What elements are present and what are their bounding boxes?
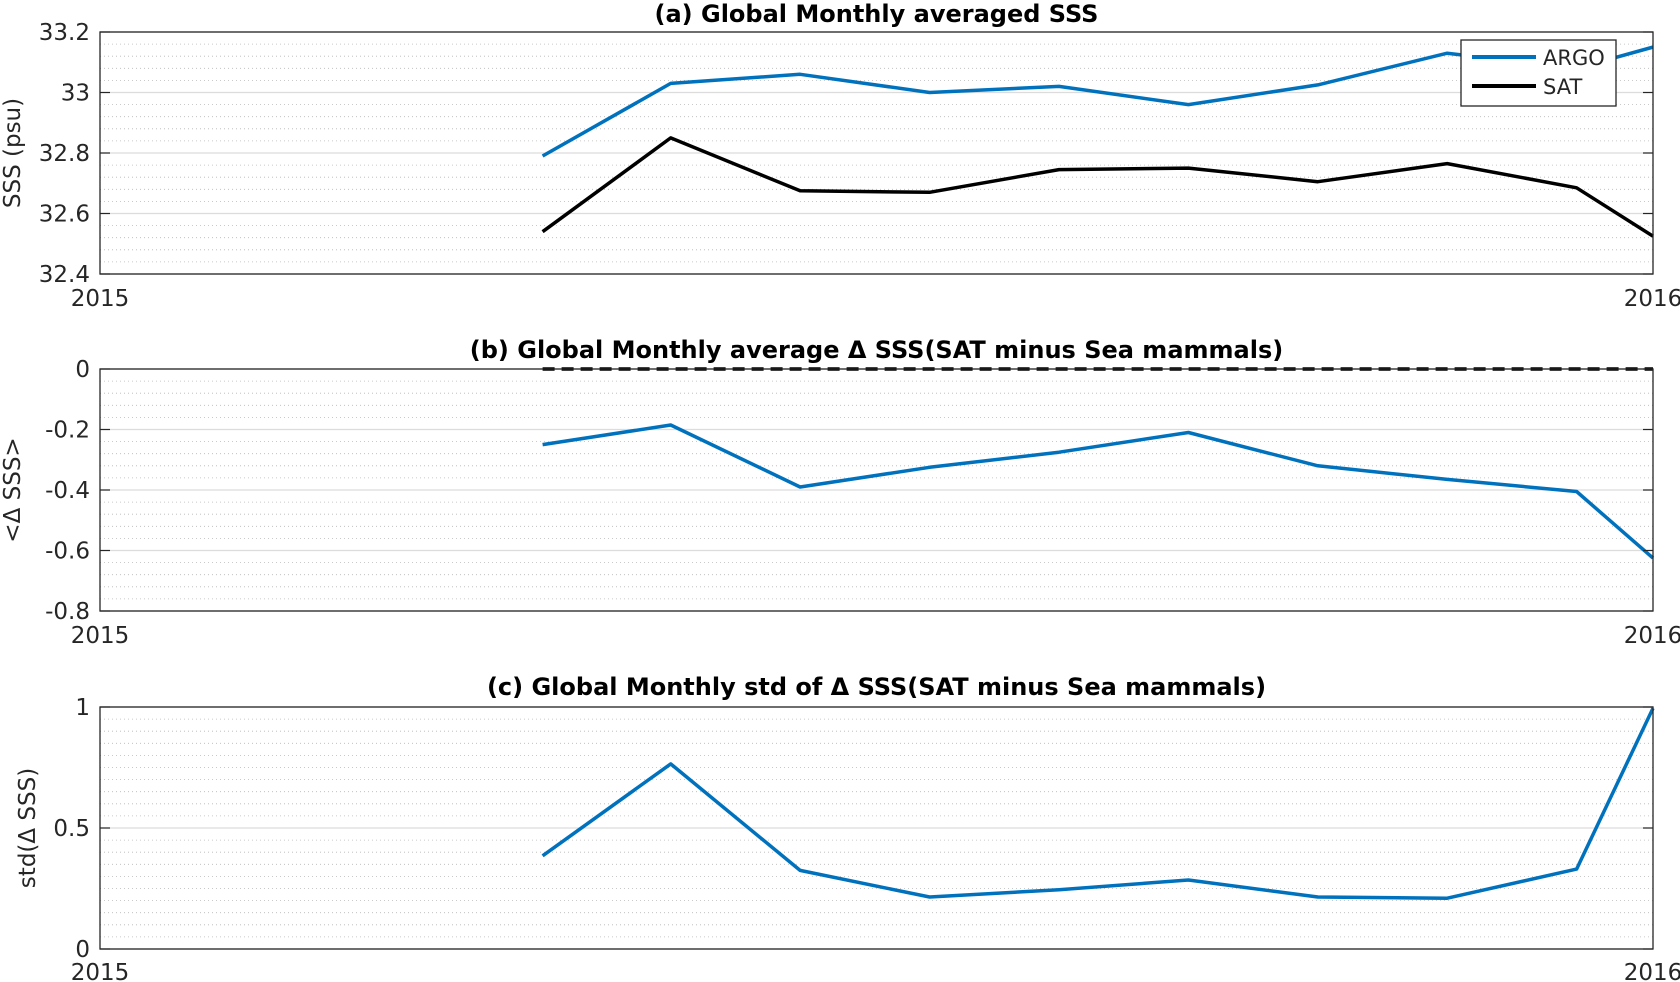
- legend-box: [1460, 39, 1617, 107]
- panel-c-ylabel: std(Δ SSS): [15, 768, 41, 888]
- y-tick-label: 33.2: [39, 20, 90, 46]
- series-line-0: [542, 423, 1655, 560]
- panel-a-xtick-end: 2016: [1624, 286, 1680, 312]
- y-tick-label: -0.4: [45, 478, 90, 504]
- panel-b-ylabel: <Δ SSS>: [0, 437, 26, 542]
- y-tick-label: -0.2: [45, 418, 90, 444]
- y-tick-label: 32.6: [39, 202, 90, 228]
- panel-c-xtick-start: 2015: [71, 960, 130, 982]
- y-tick-label: 1: [75, 695, 90, 721]
- panel-c-xtick-end: 2016: [1624, 960, 1680, 982]
- panel-a-ylabel: SSS (psu): [0, 98, 26, 208]
- y-tick-label: 0: [75, 357, 90, 383]
- panel-a-xtick-start: 2015: [71, 286, 130, 312]
- y-tick-label: 32.4: [39, 262, 90, 288]
- panel-c: 1 0.5 0 (c) Global Monthly std of Δ SSS(SA…: [15, 673, 1680, 982]
- panel-c-title: (c) Global Monthly std of Δ SSS(SAT minu…: [487, 673, 1266, 701]
- series-line-0: [541, 707, 1655, 900]
- panel-b: 0 -0.2 -0.4 -0.6 -0.8 (b) Global Monthly ave…: [0, 336, 1680, 649]
- y-tick-label: 33: [61, 81, 90, 107]
- y-tick-label: 0.5: [53, 816, 90, 842]
- panel-b-xtick-end: 2016: [1624, 623, 1680, 649]
- legend-label-argo: ARGO: [1543, 46, 1605, 70]
- legend: ARGO SAT: [1460, 39, 1617, 107]
- panel-b-title: (b) Global Monthly average Δ SSS(SAT min…: [470, 336, 1283, 364]
- y-tick-label: 0: [75, 937, 90, 963]
- y-tick-label: -0.8: [45, 599, 90, 625]
- panel-a-title: (a) Global Monthly averaged SSS: [655, 0, 1099, 28]
- y-tick-label: 32.8: [39, 141, 90, 167]
- panel-b-xtick-start: 2015: [71, 623, 130, 649]
- series-line-sat: [541, 136, 1654, 238]
- legend-label-sat: SAT: [1543, 75, 1582, 99]
- y-tick-label: -0.6: [45, 539, 90, 565]
- panel-a: 33.2 33 32.8 32.6 32.4 (a) Global Monthly av…: [0, 0, 1680, 312]
